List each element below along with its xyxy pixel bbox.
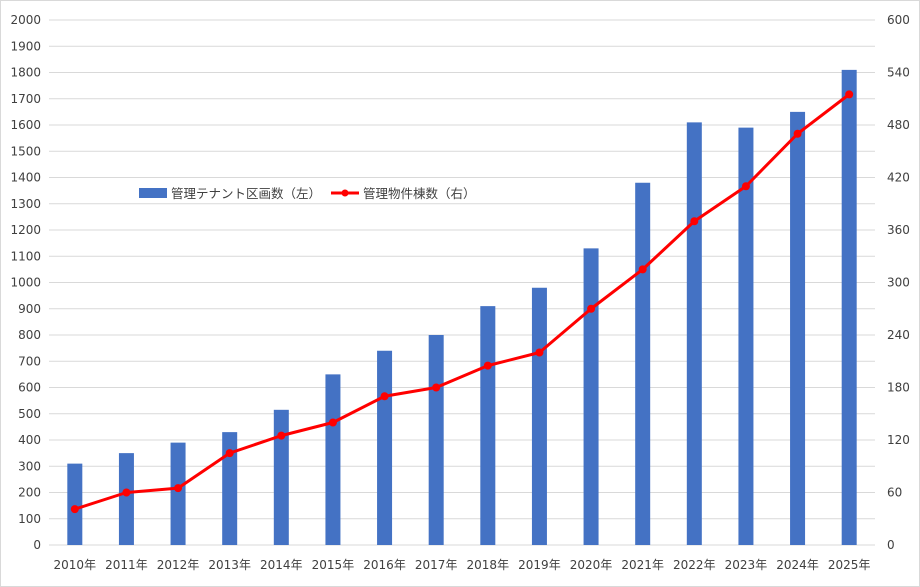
left-tick-label: 1700 — [10, 92, 41, 106]
right-tick-label: 600 — [887, 13, 910, 27]
line-point-2021年 — [638, 265, 647, 274]
line-point-2020年 — [587, 304, 596, 313]
bar-2019年 — [531, 287, 547, 545]
line-point-2012年 — [174, 484, 183, 493]
x-tick-label: 2012年 — [157, 558, 200, 572]
left-tick-label: 300 — [18, 459, 41, 473]
right-tick-label: 240 — [887, 328, 910, 342]
line-point-2011年 — [122, 488, 131, 497]
line-point-2024年 — [793, 129, 802, 138]
line-point-2014年 — [277, 431, 286, 440]
right-tick-label: 540 — [887, 66, 910, 80]
legend-bar-label: 管理テナント区画数（左） — [171, 186, 321, 201]
left-tick-label: 1200 — [10, 223, 41, 237]
right-tick-label: 360 — [887, 223, 910, 237]
line-point-2016年 — [380, 392, 389, 401]
line-point-2013年 — [225, 449, 234, 458]
x-tick-label: 2021年 — [621, 558, 664, 572]
x-tick-label: 2014年 — [260, 558, 303, 572]
bar-2016年 — [377, 350, 393, 545]
x-tick-label: 2018年 — [467, 558, 510, 572]
x-tick-label: 2020年 — [570, 558, 613, 572]
legend-line-label: 管理物件棟数（右） — [363, 186, 476, 201]
x-tick-label: 2010年 — [54, 558, 97, 572]
right-tick-label: 180 — [887, 381, 910, 395]
right-axis-ticks: 0 60 120 180 240 300 360 420 480 540 600 — [887, 13, 910, 552]
bar-2025年 — [841, 69, 857, 545]
left-tick-label: 600 — [18, 381, 41, 395]
bar-2023年 — [738, 127, 754, 545]
line-point-2022年 — [690, 217, 699, 226]
right-tick-label: 0 — [887, 538, 895, 552]
right-tick-label: 60 — [887, 486, 902, 500]
left-tick-label: 1600 — [10, 118, 41, 132]
right-tick-label: 480 — [887, 118, 910, 132]
x-tick-label: 2025年 — [828, 558, 871, 572]
line-point-2015年 — [328, 418, 337, 427]
left-tick-label: 700 — [18, 354, 41, 368]
right-tick-label: 120 — [887, 433, 910, 447]
line-point-2018年 — [483, 361, 492, 370]
x-tick-label: 2019年 — [518, 558, 561, 572]
left-tick-label: 1500 — [10, 144, 41, 158]
line-point-2025年 — [845, 90, 854, 99]
gridlines — [49, 19, 875, 546]
line-point-2010年 — [70, 505, 79, 514]
left-tick-label: 0 — [33, 538, 41, 552]
bar-2022年 — [686, 122, 702, 545]
x-tick-label: 2024年 — [776, 558, 819, 572]
left-tick-label: 1000 — [10, 276, 41, 290]
left-tick-label: 800 — [18, 328, 41, 342]
line-point-2017年 — [432, 383, 441, 392]
bar-2017年 — [428, 335, 444, 545]
x-tick-label: 2022年 — [673, 558, 716, 572]
left-tick-label: 200 — [18, 486, 41, 500]
left-tick-label: 900 — [18, 302, 41, 316]
x-tick-label: 2011年 — [105, 558, 148, 572]
x-tick-label: 2017年 — [415, 558, 458, 572]
line-path — [74, 93, 851, 511]
left-tick-label: 1400 — [10, 171, 41, 185]
line-series — [70, 90, 854, 514]
left-axis-ticks: 0 100 200 300 400 500 600 700 800 900 1000 1100 1200… — [10, 13, 41, 552]
bar-2010年 — [67, 463, 83, 545]
left-tick-label: 1800 — [10, 66, 41, 80]
bar-2012年 — [170, 442, 186, 545]
bar-2011年 — [118, 453, 134, 545]
bar-2014年 — [273, 409, 289, 545]
x-tick-label: 2023年 — [725, 558, 768, 572]
bar-2018年 — [480, 306, 496, 545]
x-axis-labels: 2010年 2011年 2012年 2013年 2014年 2015年 2016年 2017年… — [54, 558, 871, 572]
left-tick-label: 400 — [18, 433, 41, 447]
bar-2015年 — [325, 374, 341, 545]
bar-2021年 — [635, 182, 651, 545]
left-tick-label: 1300 — [10, 197, 41, 211]
x-tick-label: 2013年 — [208, 558, 251, 572]
x-tick-label: 2015年 — [312, 558, 355, 572]
left-tick-label: 1900 — [10, 39, 41, 53]
right-tick-label: 300 — [887, 276, 910, 290]
left-tick-label: 100 — [18, 512, 41, 526]
bar-series — [67, 69, 857, 545]
legend-line-marker — [341, 189, 349, 197]
x-tick-label: 2016年 — [363, 558, 406, 572]
bar-2020年 — [583, 248, 599, 545]
right-tick-label: 420 — [887, 171, 910, 185]
bar-2013年 — [222, 432, 238, 545]
left-tick-label: 500 — [18, 407, 41, 421]
line-point-2023年 — [741, 182, 750, 191]
left-tick-label: 1100 — [10, 249, 41, 263]
legend-bar-swatch — [139, 188, 167, 198]
legend: 管理テナント区画数（左） 管理物件棟数（右） — [139, 186, 476, 201]
left-tick-label: 2000 — [10, 13, 41, 27]
line-point-2019年 — [535, 348, 544, 357]
bar-2024年 — [790, 111, 806, 545]
